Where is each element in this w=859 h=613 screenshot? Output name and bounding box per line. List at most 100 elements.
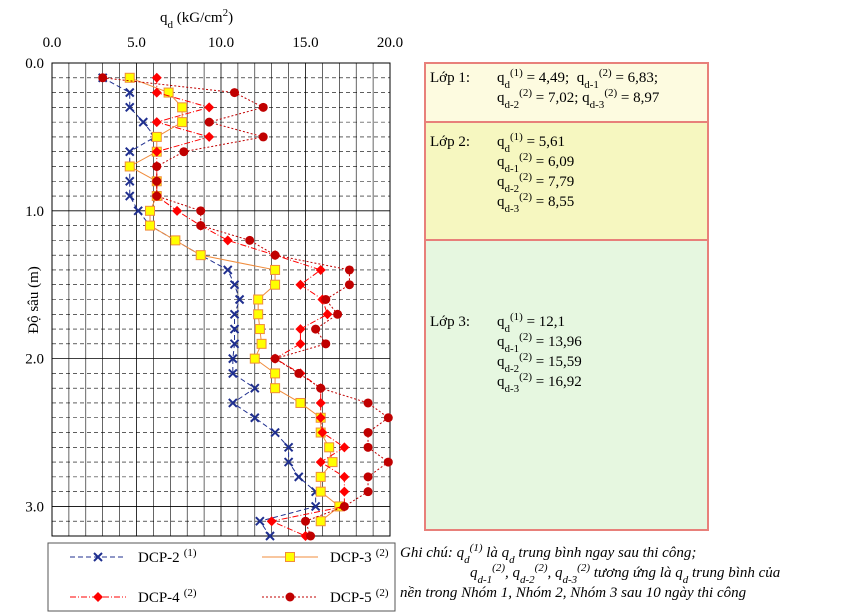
marker: [196, 206, 205, 215]
text-part: , q: [505, 565, 521, 581]
marker: [146, 221, 155, 230]
marker: [152, 132, 161, 141]
marker: [271, 265, 280, 274]
text-part: (2): [577, 562, 590, 574]
marker: [98, 73, 107, 82]
marker: [306, 532, 315, 541]
text-part: = 13,96: [532, 334, 582, 350]
text-part: d-1: [505, 163, 520, 175]
x-tick-label: 5.0: [127, 35, 146, 51]
y-tick-label: 1.0: [25, 204, 44, 220]
legend-name: DCP-4: [138, 590, 180, 606]
text-part: (2): [535, 562, 548, 574]
text-part: là q: [482, 545, 509, 561]
marker: [345, 280, 354, 289]
text-part: (2): [519, 87, 532, 99]
marker: [316, 487, 325, 496]
legend-name: DCP-2: [138, 550, 180, 566]
text-part: , q: [548, 565, 564, 581]
x-tick-label: 10.0: [208, 35, 234, 51]
text-part: d-1: [505, 343, 520, 355]
marker: [205, 118, 214, 127]
marker: [364, 443, 373, 452]
y-axis-title: Độ sâu (m): [26, 266, 42, 334]
marker: [152, 192, 161, 201]
marker: [271, 369, 280, 378]
text-part: d: [505, 323, 511, 335]
y-tick-label: 3.0: [25, 499, 44, 515]
legend-sup: (2): [376, 547, 389, 559]
text-part: (1): [510, 311, 523, 323]
marker: [254, 295, 263, 304]
text-part: = 4,49; q: [523, 70, 585, 86]
text-part: (2): [519, 151, 532, 163]
marker: [179, 147, 188, 156]
text-part: trung bình ngay sau thi công;: [515, 545, 697, 561]
marker: [259, 132, 268, 141]
text-part: (1): [470, 542, 483, 554]
text-part: tương ứng là q: [590, 565, 683, 581]
marker: [152, 177, 161, 186]
marker: [364, 487, 373, 496]
marker: [255, 325, 264, 334]
x-tick-label: 0.0: [43, 35, 62, 51]
marker: [328, 458, 337, 467]
marker: [384, 458, 393, 467]
text-part: (2): [519, 331, 532, 343]
marker: [245, 236, 254, 245]
marker: [271, 251, 280, 260]
text-part: = 12,1: [523, 314, 565, 330]
text-part: (kG/cm: [173, 10, 223, 26]
text-part: Ghi chú: q: [400, 545, 465, 561]
note-line: nền trong Nhóm 1, Nhóm 2, Nhóm 3 sau 10 …: [400, 585, 747, 601]
marker: [316, 384, 325, 393]
marker: [321, 295, 330, 304]
text-part: d-2: [505, 99, 520, 111]
legend-name: DCP-5: [330, 590, 372, 606]
text-part: = 7,79: [532, 174, 574, 190]
text-part: (2): [519, 191, 532, 203]
legend-sup: (1): [184, 547, 197, 559]
text-part: (2): [599, 67, 612, 79]
marker: [196, 221, 205, 230]
text-part: (2): [492, 562, 505, 574]
marker: [316, 472, 325, 481]
text-part: = 5,61: [523, 134, 565, 150]
marker: [178, 103, 187, 112]
marker: [316, 517, 325, 526]
marker: [259, 103, 268, 112]
text-part: ): [228, 10, 233, 26]
note-line: Ghi chú: qd(1) là qd trung bình ngay sau…: [400, 542, 696, 566]
marker: [364, 472, 373, 481]
x-axis-title: qd (kG/cm2): [160, 7, 233, 31]
marker: [296, 398, 305, 407]
marker: [254, 310, 263, 319]
marker: [178, 118, 187, 127]
y-tick-label: 2.0: [25, 352, 44, 368]
marker: [286, 553, 295, 562]
text-part: trung bình của: [688, 565, 780, 581]
text-part: = 16,92: [532, 374, 582, 390]
marker: [321, 339, 330, 348]
text-part: d: [505, 79, 511, 91]
text-part: = 15,59: [532, 354, 582, 370]
marker: [286, 593, 295, 602]
text-part: nền trong Nhóm 1, Nhóm 2, Nhóm 3 sau 10 …: [400, 585, 747, 601]
marker: [196, 251, 205, 260]
text-part: (2): [519, 351, 532, 363]
marker: [230, 88, 239, 97]
text-part: (1): [510, 131, 523, 143]
text-part: d-3: [505, 203, 520, 215]
marker: [250, 354, 259, 363]
text-part: d-2: [505, 183, 520, 195]
text-part: d-2: [505, 363, 520, 375]
text-part: = 7,02; q: [532, 90, 590, 106]
marker: [152, 162, 161, 171]
marker: [311, 325, 320, 334]
legend-sup: (2): [376, 587, 389, 599]
text-part: = 6,83;: [612, 70, 658, 86]
marker: [333, 310, 342, 319]
text-part: Lớp 1:: [430, 70, 470, 86]
marker: [257, 339, 266, 348]
x-tick-label: 15.0: [292, 35, 318, 51]
